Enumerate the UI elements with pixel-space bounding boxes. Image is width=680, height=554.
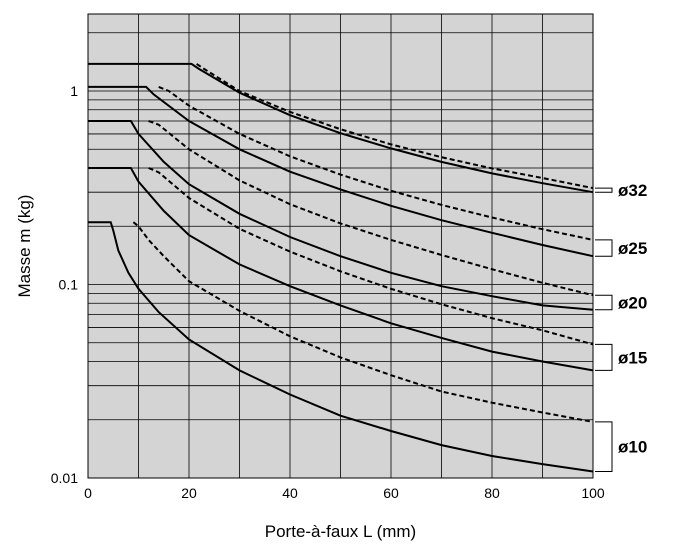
series-label: ø32 [618, 181, 647, 200]
series-bracket [595, 421, 613, 472]
y-tick-label: 0.1 [59, 277, 79, 293]
x-tick-label: 100 [581, 485, 605, 501]
series-solid-curve [88, 120, 594, 311]
series-bracket [595, 187, 613, 193]
series-label: ø15 [618, 348, 647, 367]
series-bracket [595, 239, 613, 257]
series-dashed-curve [132, 221, 594, 423]
series-solid-curve [88, 221, 594, 473]
series-labels: ø10 ø15 ø20 ø25 ø32 [595, 181, 647, 472]
x-tick-label: 0 [84, 485, 92, 501]
series-dashed-curve [158, 85, 594, 241]
series-layer [88, 62, 594, 473]
x-tick-label: 80 [484, 485, 500, 501]
series-label: ø25 [618, 239, 647, 258]
series-solid-curve [88, 167, 594, 372]
y-tick-label: 0.01 [51, 470, 78, 486]
x-tick-label: 60 [383, 485, 399, 501]
series-label: ø20 [618, 294, 647, 313]
x-axis-title: Porte-à-faux L (mm) [265, 522, 416, 541]
series-dashed-curve [148, 167, 594, 346]
series-solid-curve [88, 62, 594, 194]
x-tick-label: 20 [181, 485, 197, 501]
y-axis-title: Masse m (kg) [15, 195, 34, 298]
x-tick-label: 40 [282, 485, 298, 501]
series-dashed-curve [148, 120, 594, 297]
tick-labels: 0 20 40 60 80 100 0.01 0.1 1 [51, 83, 605, 501]
series-bracket [595, 343, 613, 371]
series-bracket [595, 294, 613, 311]
y-tick-label: 1 [70, 83, 78, 99]
series-dashed-curve [196, 63, 594, 190]
series-label: ø10 [618, 438, 647, 457]
series-solid-curve [88, 85, 594, 258]
